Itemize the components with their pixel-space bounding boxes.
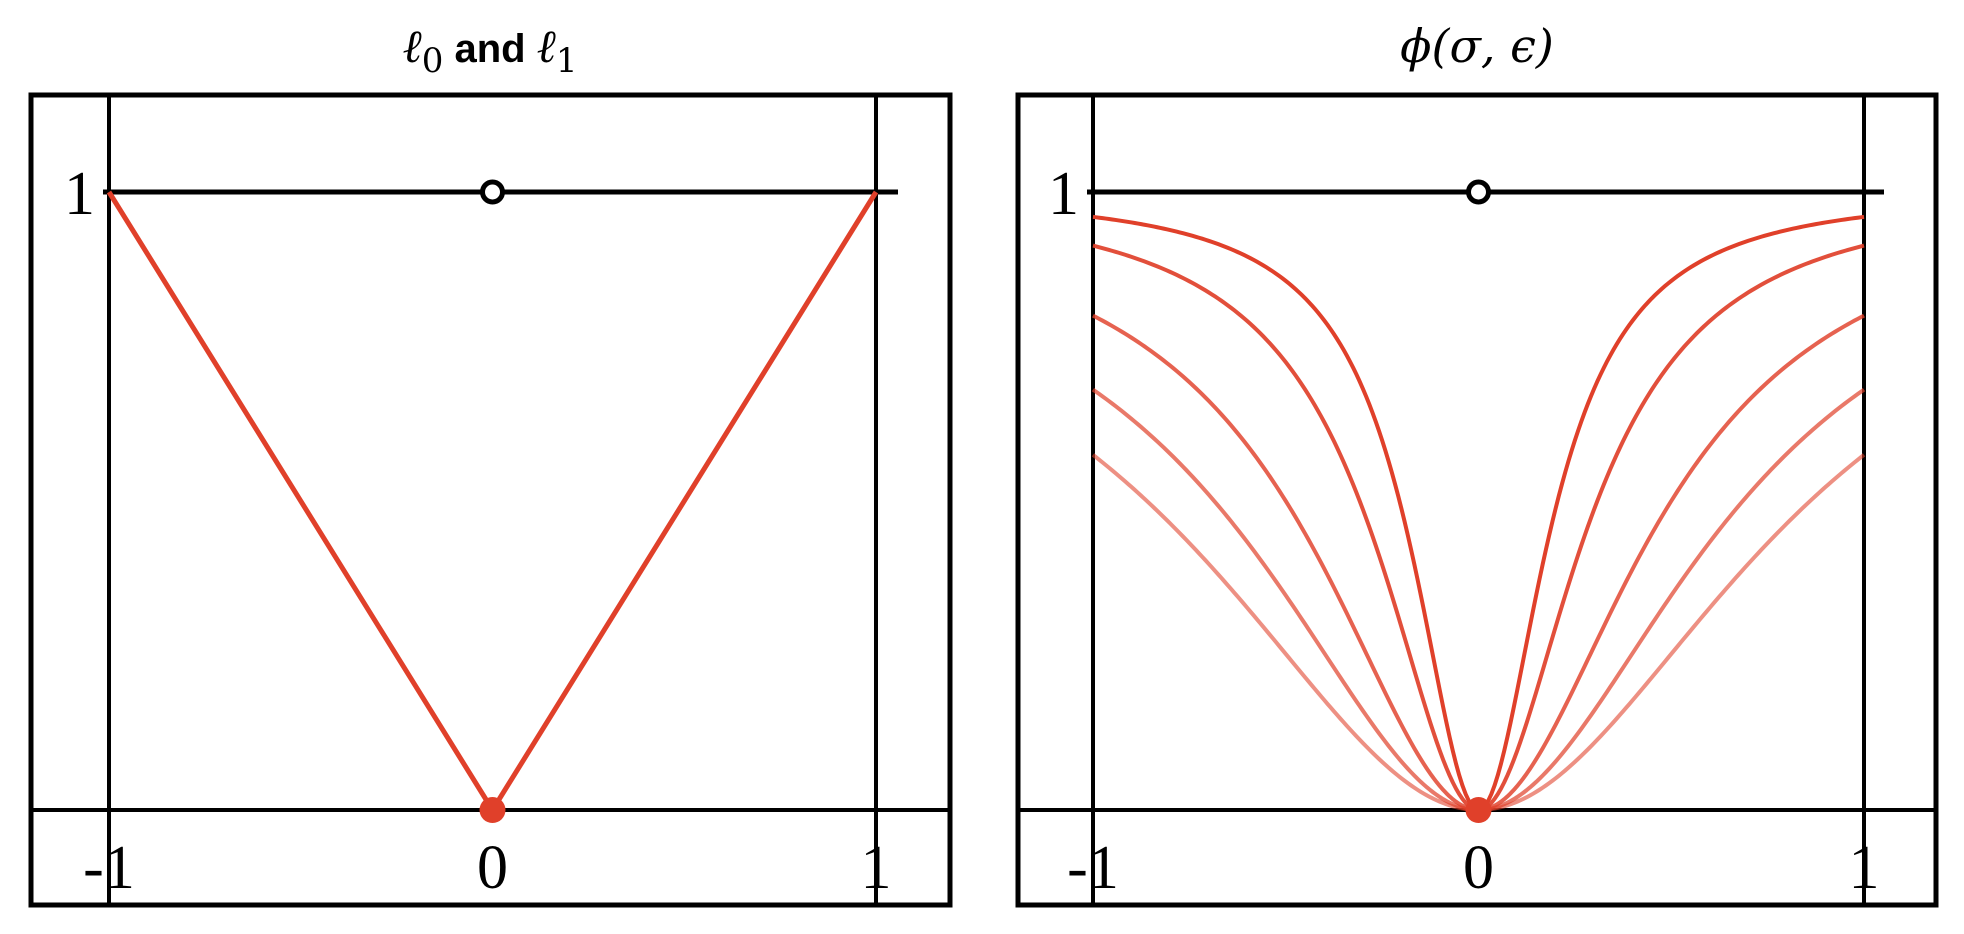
series-line-5 bbox=[1091, 453, 1866, 812]
x-tick-label: -1 bbox=[83, 834, 135, 902]
filled-point bbox=[479, 797, 506, 823]
chart-panel-left: ℓ0 and ℓ1 -1 0 1 1 bbox=[28, 19, 953, 908]
plot-frame bbox=[1015, 92, 1939, 908]
x-tick-label: 0 bbox=[1463, 834, 1494, 902]
series-line-4 bbox=[1091, 387, 1866, 812]
x-tick-label: 1 bbox=[1849, 834, 1880, 902]
x-tick-label: 1 bbox=[861, 834, 892, 902]
x-tick-label: 0 bbox=[477, 834, 508, 902]
open-point bbox=[1466, 179, 1491, 205]
open-point bbox=[480, 179, 505, 205]
y-tick-label: 1 bbox=[64, 160, 95, 228]
series-line-1 bbox=[1092, 214, 1865, 812]
x-tick-label: -1 bbox=[1067, 834, 1119, 902]
plot-frame bbox=[28, 92, 953, 908]
chart-title: ℓ0 and ℓ1 bbox=[403, 19, 578, 81]
chart-title: ϕ(σ, ϵ) bbox=[1400, 19, 1554, 73]
series-line-1 bbox=[106, 190, 879, 813]
chart-panel-right: ϕ(σ, ϵ) -1 0 1 1 bbox=[1015, 19, 1939, 908]
series-line-2 bbox=[1092, 243, 1865, 812]
y-tick-label: 1 bbox=[1048, 160, 1079, 228]
filled-point bbox=[1465, 797, 1492, 823]
